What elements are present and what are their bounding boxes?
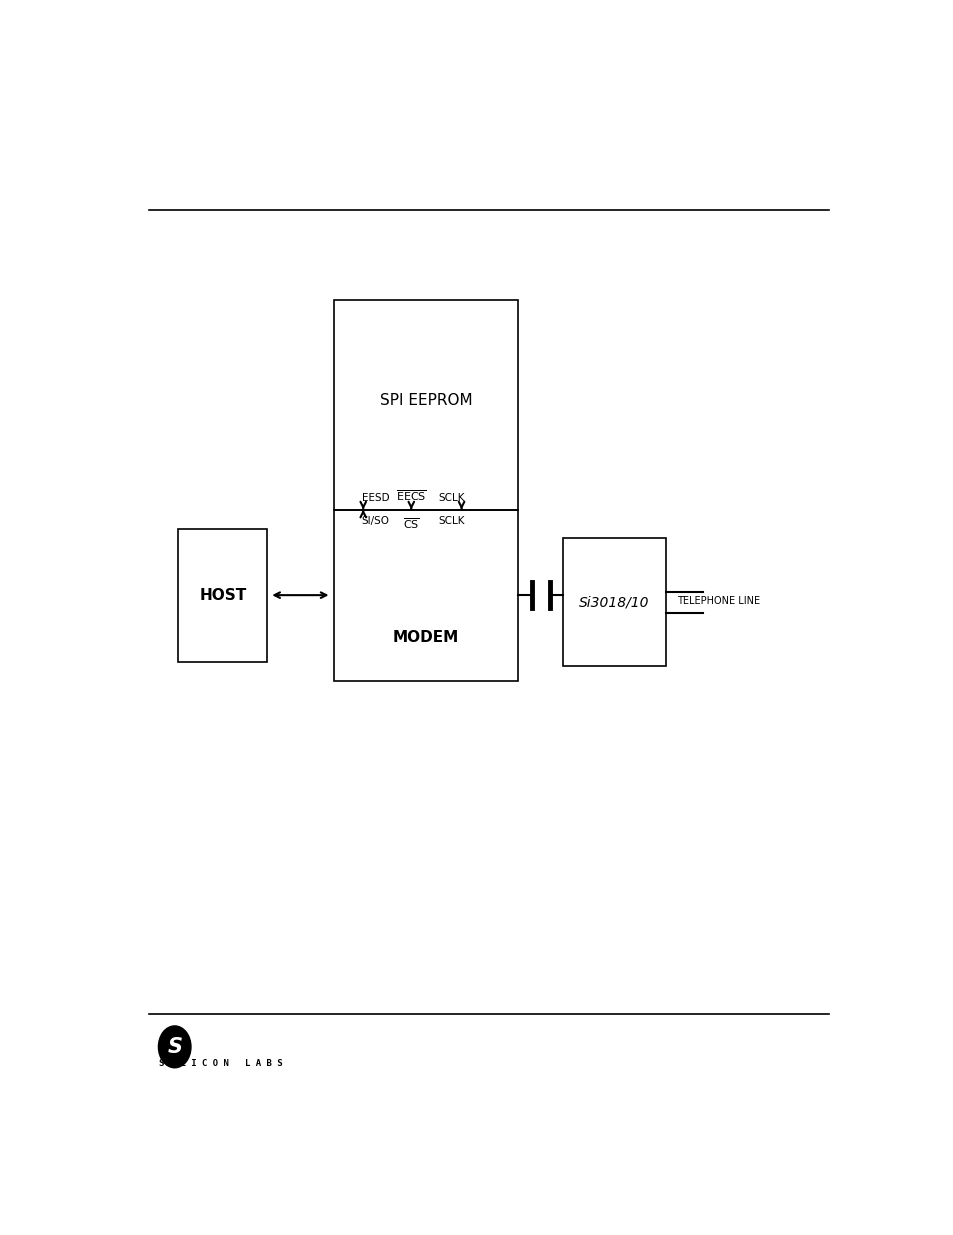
Text: $\overline{\mathrm{CS}}$: $\overline{\mathrm{CS}}$ [402, 516, 419, 531]
Text: MODEM: MODEM [393, 630, 458, 646]
Text: TELEPHONE LINE: TELEPHONE LINE [677, 595, 760, 606]
Bar [562, 538, 665, 667]
Bar [178, 529, 267, 662]
Bar [334, 510, 518, 680]
Text: HOST: HOST [199, 588, 246, 603]
Text: $\overline{\mathrm{EECS}}$: $\overline{\mathrm{EECS}}$ [395, 488, 426, 503]
Text: Si3018/10: Si3018/10 [578, 595, 649, 610]
Text: SCLK: SCLK [438, 516, 465, 526]
Bar [334, 300, 518, 510]
Text: S: S [167, 1037, 182, 1057]
Circle shape [158, 1026, 191, 1068]
Text: SCLK: SCLK [438, 493, 465, 503]
Text: SPI EEPROM: SPI EEPROM [379, 393, 472, 408]
Text: SI/SO: SI/SO [361, 516, 390, 526]
Text: EESD: EESD [361, 493, 389, 503]
Text: S I L I C O N   L A B S: S I L I C O N L A B S [158, 1058, 282, 1067]
